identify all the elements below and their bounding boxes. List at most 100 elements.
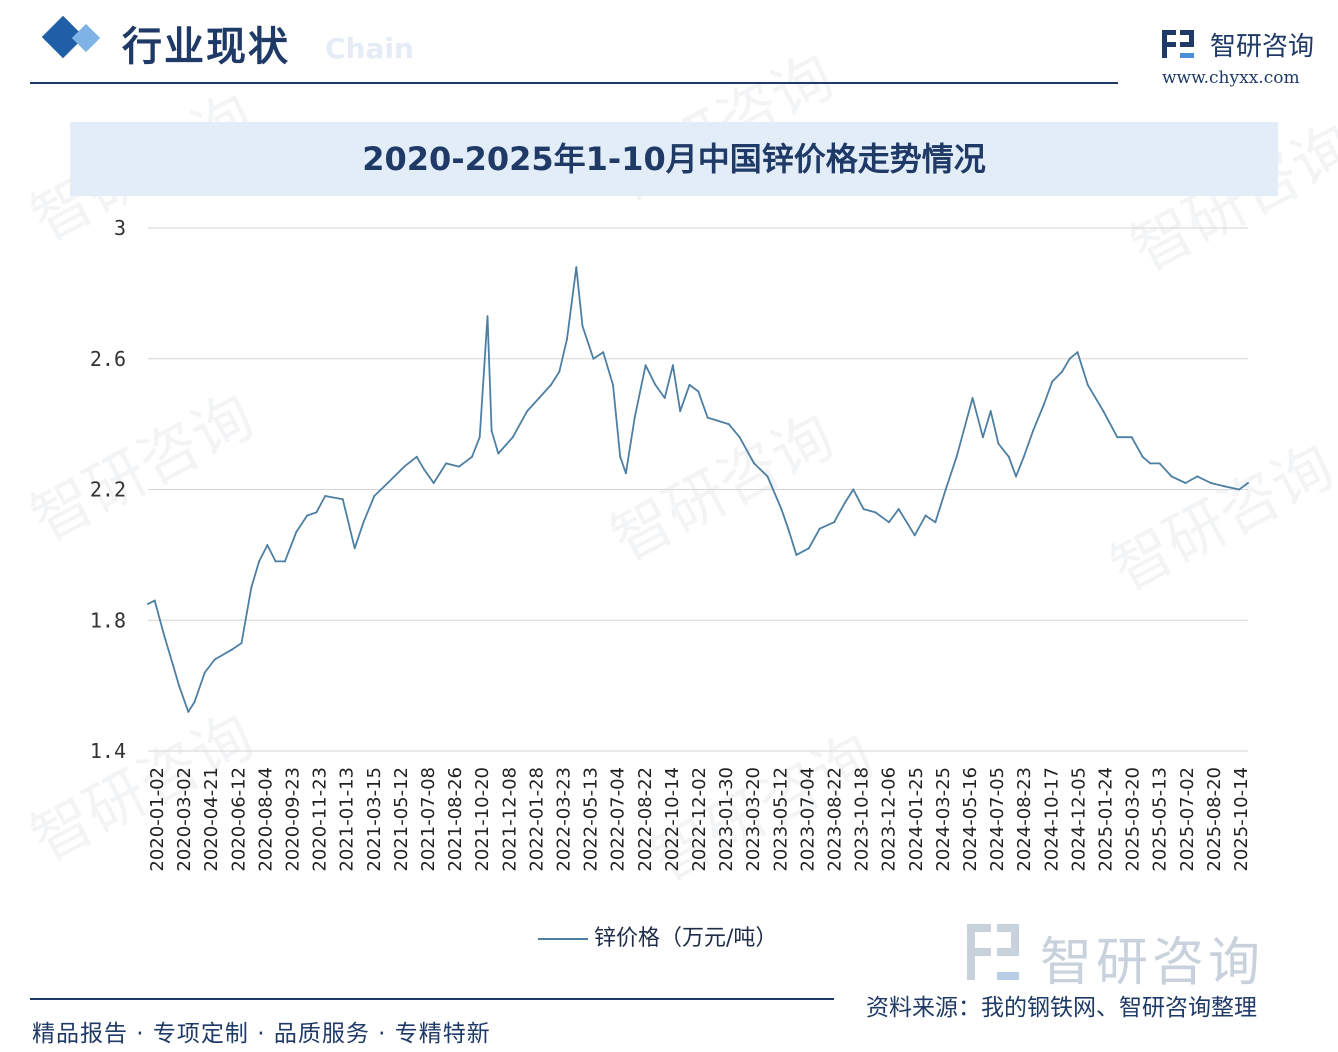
data-point xyxy=(1007,455,1010,458)
data-point xyxy=(738,436,741,439)
data-point xyxy=(671,364,674,367)
grid-lines xyxy=(148,227,1248,752)
data-point xyxy=(315,511,318,514)
data-point xyxy=(787,527,790,530)
data-point xyxy=(612,383,614,386)
brand: 智研咨询 www.chyxx.com xyxy=(1162,24,1322,88)
x-tick-label: 2020-01-02 xyxy=(147,767,168,872)
data-point xyxy=(619,455,622,458)
legend: 锌价格（万元/吨） xyxy=(538,926,777,951)
legend-label: 锌价格（万元/吨） xyxy=(594,926,777,951)
x-tick-label: 2021-03-15 xyxy=(364,767,385,872)
data-point xyxy=(753,462,756,465)
x-tick-label: 2020-11-23 xyxy=(310,767,331,872)
brand-url: www.chyxx.com xyxy=(1162,68,1300,88)
data-point xyxy=(955,455,958,458)
data-point xyxy=(924,514,927,517)
y-tick-label: 2.2 xyxy=(90,478,126,502)
data-point xyxy=(852,488,855,491)
footer-slogan: 精品报告 · 专项定制 · 品质服务 · 专精特新 xyxy=(32,1021,491,1047)
data-point xyxy=(654,383,657,386)
data-point xyxy=(341,498,344,501)
data-point xyxy=(1051,380,1054,383)
data-point xyxy=(1015,475,1017,478)
data-point xyxy=(818,527,821,530)
data-point xyxy=(1238,488,1241,491)
data-point xyxy=(679,410,682,413)
x-tick-label: 2021-05-12 xyxy=(391,767,412,872)
x-tick-label: 2020-08-04 xyxy=(255,767,276,872)
data-point xyxy=(795,553,798,556)
data-point xyxy=(203,671,206,674)
data-point xyxy=(727,423,730,426)
data-point xyxy=(163,635,166,638)
data-point xyxy=(486,315,489,318)
data-source: 资料来源：我的钢铁网、智研咨询整理 xyxy=(866,995,1257,1021)
data-point xyxy=(913,534,916,537)
x-tick-label: 2023-07-04 xyxy=(797,767,818,872)
data-point xyxy=(688,383,691,386)
data-point xyxy=(526,410,529,413)
data-point xyxy=(807,547,810,550)
data-point xyxy=(1076,351,1079,354)
data-point xyxy=(511,436,514,439)
data-point xyxy=(602,351,605,354)
data-point xyxy=(230,648,233,651)
data-point xyxy=(1247,482,1249,484)
data-point xyxy=(386,482,389,484)
data-point xyxy=(147,602,149,605)
data-point xyxy=(1170,475,1173,478)
data-point xyxy=(844,501,846,504)
x-tick-label: 2024-05-16 xyxy=(960,767,981,872)
x-tick-label: 2023-01-30 xyxy=(716,767,737,872)
x-tick-label: 2023-08-22 xyxy=(825,767,846,872)
x-tick-label: 2021-07-08 xyxy=(418,767,439,872)
watermark-logo-icon xyxy=(967,924,1019,980)
x-tick-label: 2024-03-25 xyxy=(933,767,954,872)
header-divider xyxy=(30,82,1118,84)
x-tick-label: 2023-03-20 xyxy=(743,767,764,872)
data-point xyxy=(353,547,356,550)
data-point xyxy=(1068,357,1071,360)
x-tick-label: 2021-10-20 xyxy=(472,767,493,872)
data-point xyxy=(1196,475,1199,478)
x-tick-label: 2022-08-22 xyxy=(635,767,656,872)
x-tick-label: 2024-08-23 xyxy=(1014,767,1035,872)
data-point xyxy=(458,465,460,468)
y-tick-label: 3 xyxy=(114,216,126,240)
data-point xyxy=(266,544,269,547)
x-tick-label: 2023-10-18 xyxy=(852,767,873,872)
footer-divider xyxy=(30,998,834,1000)
data-point xyxy=(172,665,175,667)
x-tick-label: 2020-06-12 xyxy=(228,767,249,872)
data-point xyxy=(250,586,253,589)
data-point xyxy=(833,521,836,524)
x-tick-label: 2022-07-04 xyxy=(608,767,629,872)
data-point xyxy=(324,495,327,497)
brand-name: 智研咨询 xyxy=(1210,32,1315,62)
data-point xyxy=(989,410,992,413)
x-axis-ticks: 2020-01-02 2020-03-02 2020-04-21 2020-06-12… xyxy=(147,767,1252,872)
data-point xyxy=(558,370,561,373)
y-tick-label: 1.8 xyxy=(90,608,126,632)
data-point xyxy=(862,508,865,511)
data-point xyxy=(1141,455,1144,458)
data-point xyxy=(213,658,216,661)
data-point xyxy=(766,475,769,478)
data-point xyxy=(1130,436,1133,439)
data-point xyxy=(497,452,500,455)
data-point xyxy=(944,488,947,491)
brand-logo-icon xyxy=(1162,30,1194,58)
x-tick-label: 2020-04-21 xyxy=(201,767,222,872)
data-point xyxy=(971,397,974,399)
y-tick-label: 1.4 xyxy=(90,739,126,763)
x-tick-label: 2024-10-17 xyxy=(1041,767,1062,872)
data-point xyxy=(780,508,783,511)
data-point xyxy=(373,495,376,497)
x-tick-label: 2021-12-08 xyxy=(499,767,520,872)
section-title: 行业现状 xyxy=(122,24,290,70)
series-group xyxy=(147,266,1249,713)
x-tick-label: 2025-03-20 xyxy=(1123,767,1144,872)
data-point xyxy=(981,436,984,439)
x-tick-label: 2022-10-14 xyxy=(662,767,683,872)
